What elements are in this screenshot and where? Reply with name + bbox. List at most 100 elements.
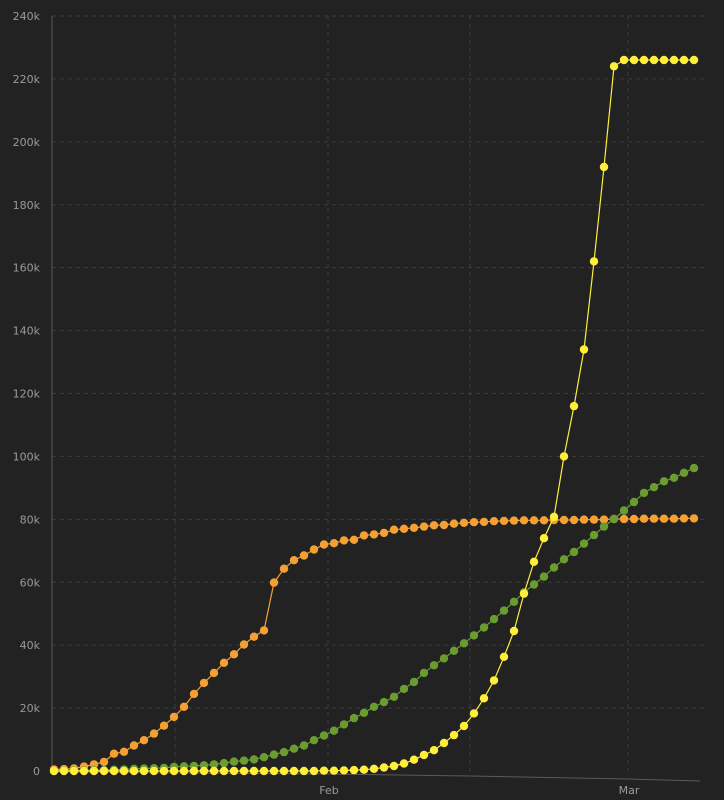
series-line [53,467,695,772]
data-point [109,766,119,776]
data-point [559,515,569,525]
data-point [579,345,589,354]
data-point [279,766,289,776]
data-point [169,712,179,722]
data-point [469,709,479,718]
data-point [469,518,479,527]
data-point [489,614,499,624]
data-point [649,483,659,492]
data-point [529,557,539,566]
data-point [99,766,109,776]
data-point [149,729,159,738]
data-point [679,55,689,65]
data-point [479,623,489,632]
data-point [239,766,249,776]
data-point [219,766,229,776]
data-point [329,539,339,548]
y-tick-label: 140k [13,325,41,338]
data-point [59,766,69,776]
data-point [379,763,389,772]
data-point [99,757,109,767]
data-point [139,736,149,745]
data-point [109,749,119,758]
data-point [659,477,669,486]
data-point [449,646,459,655]
y-tick-label: 20k [20,702,41,715]
data-point [349,535,359,544]
data-point [429,521,439,530]
data-point [449,730,459,740]
data-point [49,766,59,776]
data-point [609,514,619,524]
data-point [619,506,629,515]
data-point [369,764,379,773]
x-tick-label: Feb [319,784,338,797]
data-point [339,536,349,545]
data-point [509,626,519,636]
data-point [519,589,529,598]
data-point [359,708,369,717]
data-point [689,55,699,65]
data-point [439,520,449,530]
data-point [209,766,219,776]
data-point [249,766,259,776]
data-point [569,401,579,411]
data-point [519,516,529,525]
data-point [609,62,619,71]
data-point [219,658,229,667]
data-point [229,766,239,776]
series-3 [49,55,699,776]
y-tick-labels: 0 20k 40k 60k 80k 100k 120k 140k 160k 180k 200k 220… [13,10,41,778]
data-point [299,741,309,750]
series-line [53,517,694,770]
data-point [299,766,309,776]
data-point [409,523,419,532]
y-tick-label: 160k [13,262,41,275]
data-point [269,766,279,776]
data-point [259,766,269,776]
data-point [419,522,429,531]
data-point [629,514,639,524]
data-point [549,512,559,521]
data-point [489,517,499,526]
data-point [429,661,439,670]
data-point [289,556,299,565]
grid [52,15,708,771]
data-point [179,766,189,776]
series-2 [49,463,699,776]
data-point [439,654,449,663]
data-point [289,766,299,776]
data-point [679,514,689,523]
data-point [419,668,429,678]
data-point [599,515,609,524]
y-tick-label: 40k [20,639,41,652]
y-tick-label: 0 [33,765,40,778]
data-point [459,721,469,731]
data-point [679,468,689,477]
y-tick-label: 60k [20,576,41,589]
series [49,55,699,776]
data-point [399,684,409,694]
data-point [259,626,269,635]
data-point [469,631,479,640]
y-tick-label: 220k [13,73,41,86]
data-point [269,578,279,587]
data-point [119,747,129,756]
data-point [509,516,519,525]
data-point [669,473,679,482]
data-point [209,668,219,678]
data-point [669,55,679,65]
data-point [279,747,289,757]
data-point [639,488,649,498]
data-point [409,755,419,764]
data-point [569,547,579,557]
data-point [359,531,369,540]
data-point [249,755,259,764]
y-tick-label: 180k [13,199,41,212]
data-point [539,572,549,581]
data-point [339,720,349,729]
data-point [539,534,549,543]
data-point [339,766,349,775]
data-point [549,563,559,572]
series-1 [49,514,699,774]
